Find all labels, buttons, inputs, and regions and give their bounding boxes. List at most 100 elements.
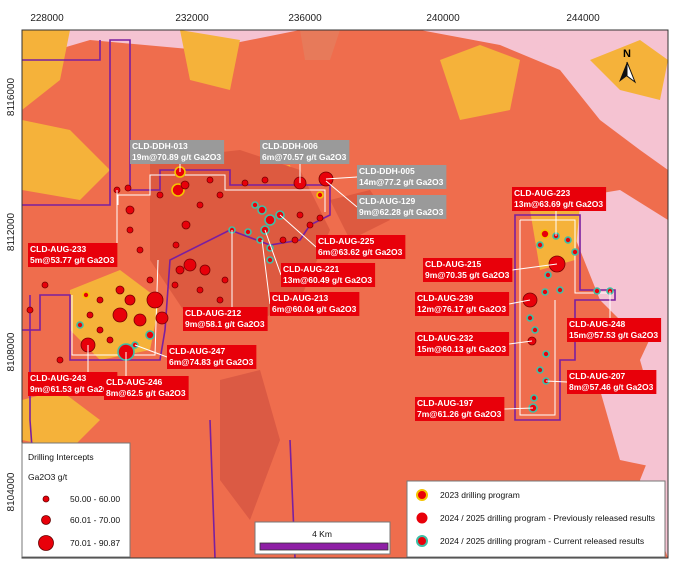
drill-hole bbox=[316, 214, 324, 222]
callout-box bbox=[104, 376, 189, 400]
drill-hole bbox=[540, 229, 550, 239]
callout-detail: 9m@61.53 g/t Ga2O3 bbox=[30, 384, 115, 394]
callout-box bbox=[357, 195, 447, 219]
drill-hole bbox=[146, 291, 164, 309]
drill-hole bbox=[76, 321, 84, 329]
drill-hole bbox=[251, 201, 259, 209]
leader-line bbox=[512, 263, 558, 271]
callout-name: CLD-AUG-239 bbox=[417, 293, 473, 303]
leader-line bbox=[325, 176, 358, 180]
callout-detail: 6m@63.62 g/t Ga2O3 bbox=[318, 247, 403, 257]
drill-hole bbox=[26, 306, 34, 314]
drill-hole bbox=[241, 179, 249, 187]
leader-line bbox=[504, 407, 534, 410]
north-label: N bbox=[623, 48, 631, 60]
callout-detail: 7m@61.26 g/t Ga2O3 bbox=[417, 409, 502, 419]
drill-hole bbox=[41, 281, 49, 289]
drill-hole bbox=[125, 205, 135, 215]
callout-box bbox=[512, 187, 607, 211]
callout-name: CLD-AUG-233 bbox=[30, 244, 86, 254]
leader-line bbox=[134, 344, 168, 358]
callout-box bbox=[28, 372, 118, 396]
y-coord-label: 8116000 bbox=[6, 77, 17, 116]
drill-hole bbox=[257, 205, 267, 215]
program-legend: 2023 drilling program 2024 / 2025 drilli… bbox=[406, 480, 666, 558]
drill-hole bbox=[96, 296, 104, 304]
drill-hole bbox=[112, 307, 128, 323]
callout-name: CLD-DDH-013 bbox=[132, 141, 188, 151]
leader-line bbox=[508, 299, 531, 305]
legend-item: 2024 / 2025 drilling program - Current r… bbox=[440, 536, 644, 546]
callout-name: CLD-AUG-221 bbox=[283, 264, 339, 274]
callout-detail: 9m@70.35 g/t Ga2O3 bbox=[425, 270, 510, 280]
size-legend: Drilling Intercepts Ga2O3 g/t 50.00 - 60… bbox=[21, 442, 131, 558]
map-frame bbox=[21, 29, 669, 559]
callout-box bbox=[415, 332, 510, 356]
callout-name: CLD-AUG-243 bbox=[30, 373, 86, 383]
callout-detail: 6m@74.83 g/t Ga2O3 bbox=[169, 357, 254, 367]
callout-detail: 13m@60.49 g/t Ga2O3 bbox=[283, 275, 372, 285]
callout-name: CLD-AUG-207 bbox=[569, 371, 625, 381]
drill-hole bbox=[171, 281, 179, 289]
x-coord-label: 240000 bbox=[426, 13, 460, 24]
drill-hole bbox=[306, 221, 314, 229]
callout-detail: 12m@76.17 g/t Ga2O3 bbox=[417, 304, 506, 314]
drill-hole bbox=[86, 311, 94, 319]
drill-hole bbox=[216, 191, 224, 199]
drill-hole bbox=[593, 287, 601, 295]
drill-hole bbox=[156, 191, 164, 199]
drill-hole bbox=[196, 201, 204, 209]
callout-box bbox=[415, 397, 505, 421]
callout-name: CLD-AUG-225 bbox=[318, 236, 374, 246]
drill-holes bbox=[26, 166, 614, 413]
callout-detail: 9m@58.1 g/t Ga2O3 bbox=[185, 319, 265, 329]
x-coord-label: 236000 bbox=[288, 13, 322, 24]
callout-box bbox=[316, 235, 406, 259]
drill-hole bbox=[136, 246, 144, 254]
drill-hole bbox=[556, 286, 564, 294]
drill-hole bbox=[279, 236, 287, 244]
callout-name: CLD-AUG-247 bbox=[169, 346, 225, 356]
drill-hole bbox=[221, 276, 229, 284]
drill-hole bbox=[199, 264, 211, 276]
scale-bar: 4 Km bbox=[254, 521, 391, 555]
callout-detail: 19m@70.89 g/t Ga2O3 bbox=[132, 152, 221, 162]
callout-box bbox=[130, 140, 225, 164]
legend-title: Drilling Intercepts bbox=[28, 452, 94, 462]
drill-hole bbox=[155, 311, 169, 325]
drill-hole bbox=[180, 180, 190, 190]
callout-name: CLD-AUG-248 bbox=[569, 319, 625, 329]
drill-hole bbox=[126, 226, 134, 234]
drill-hole bbox=[296, 211, 304, 219]
drill-hole bbox=[206, 176, 214, 184]
drill-hole bbox=[171, 183, 185, 197]
drill-hole bbox=[106, 336, 114, 344]
callout-detail: 15m@60.13 g/t Ga2O3 bbox=[417, 344, 506, 354]
callout-name: CLD-DDH-006 bbox=[262, 141, 318, 151]
callout-name: CLD-AUG-223 bbox=[514, 188, 570, 198]
drill-hole bbox=[266, 256, 274, 264]
drill-hole bbox=[96, 326, 104, 334]
callout-name: CLD-DDH-005 bbox=[359, 166, 415, 176]
x-coord-label: 228000 bbox=[30, 13, 64, 24]
north-arrow: N bbox=[619, 48, 637, 84]
drill-hole bbox=[542, 350, 550, 358]
callout-detail: 5m@53.77 g/t Ga2O3 bbox=[30, 255, 115, 265]
callout-detail: 8m@62.5 g/t Ga2O3 bbox=[106, 388, 186, 398]
drill-hole bbox=[196, 286, 204, 294]
drill-hole bbox=[544, 271, 552, 279]
legend-item: 2024 / 2025 drilling program - Previousl… bbox=[440, 513, 655, 523]
drill-hole bbox=[526, 314, 534, 322]
drill-hole bbox=[181, 220, 191, 230]
drill-hole bbox=[316, 191, 324, 199]
